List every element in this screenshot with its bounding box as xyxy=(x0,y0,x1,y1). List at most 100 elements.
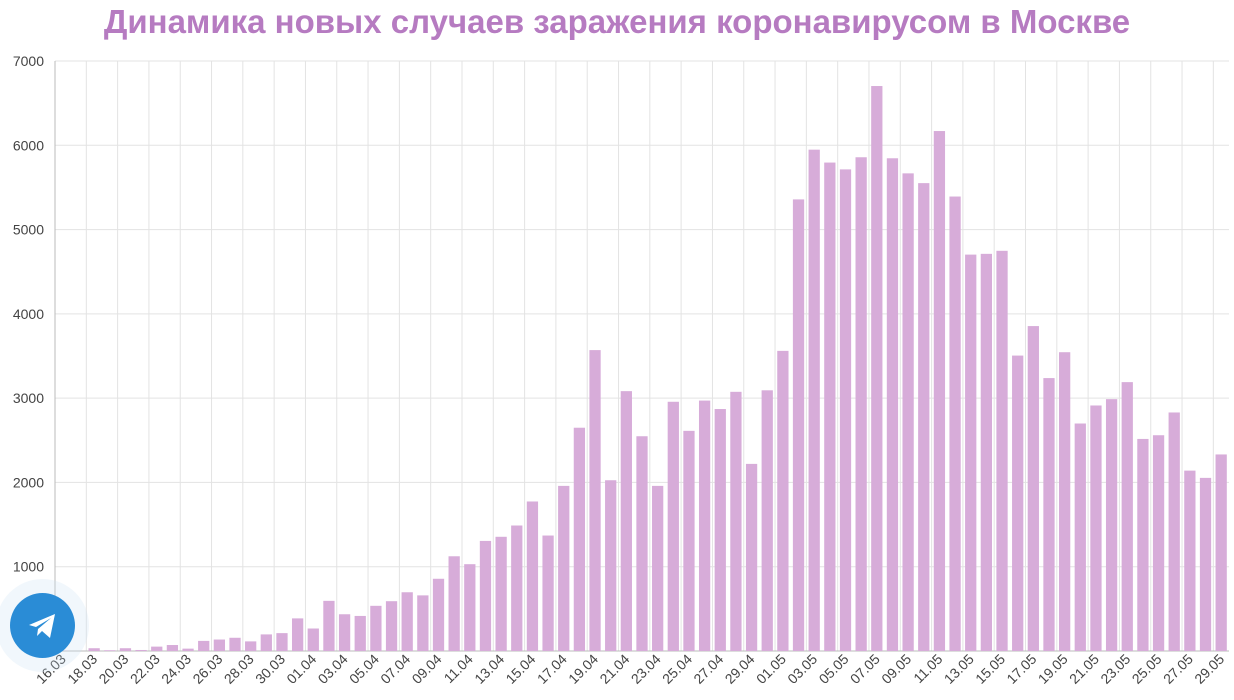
bar-01.05[interactable] xyxy=(777,350,789,651)
bar-24.03[interactable] xyxy=(182,648,194,651)
bar-22.04[interactable] xyxy=(636,436,648,651)
bar-11.05[interactable] xyxy=(933,131,946,651)
bar-26.03[interactable] xyxy=(213,639,225,651)
bar-25.03[interactable] xyxy=(198,640,210,651)
y-tick-label: 3000 xyxy=(13,390,44,406)
bar-25.04[interactable] xyxy=(683,430,695,651)
bar-13.04[interactable] xyxy=(495,536,507,651)
bar-01.04[interactable] xyxy=(307,628,319,651)
x-tick-label: 11.05 xyxy=(910,651,946,687)
bar-03.04[interactable] xyxy=(338,614,351,651)
bar-09.04[interactable] xyxy=(432,578,445,651)
bar-02.05[interactable] xyxy=(792,199,805,651)
bar-06.05[interactable] xyxy=(855,157,867,652)
bar-24.05[interactable] xyxy=(1137,438,1149,651)
bar-23.04[interactable] xyxy=(652,485,664,651)
bar-24.04[interactable] xyxy=(667,401,679,651)
bar-27.05[interactable] xyxy=(1184,470,1196,651)
x-tick-label: 09.04 xyxy=(409,651,445,687)
bar-08.05[interactable] xyxy=(886,158,899,651)
x-tick-label: 03.04 xyxy=(315,651,351,687)
x-tick-label: 21.05 xyxy=(1066,651,1102,687)
bar-15.04[interactable] xyxy=(526,501,539,651)
bar-03.05[interactable] xyxy=(808,149,820,651)
bar-22.05[interactable] xyxy=(1105,399,1118,651)
bar-19.03[interactable] xyxy=(104,650,116,651)
bar-30.03[interactable] xyxy=(276,633,288,651)
x-tick-label: 27.05 xyxy=(1160,651,1196,687)
bar-21.04[interactable] xyxy=(620,391,632,651)
bars xyxy=(57,86,1227,652)
bar-16.04[interactable] xyxy=(542,535,554,651)
bar-28.03[interactable] xyxy=(245,641,257,651)
x-tick-label: 24.03 xyxy=(158,651,194,687)
bar-07.04[interactable] xyxy=(401,592,413,651)
bar-18.04[interactable] xyxy=(573,427,586,651)
bar-15.05[interactable] xyxy=(996,250,1008,651)
bar-26.04[interactable] xyxy=(698,400,711,651)
bar-28.05[interactable] xyxy=(1199,477,1212,651)
bar-10.05[interactable] xyxy=(918,183,930,651)
x-tick-label: 03.05 xyxy=(784,651,820,687)
bar-19.04[interactable] xyxy=(589,350,601,651)
bar-12.05[interactable] xyxy=(949,196,961,651)
x-tick-label: 22.03 xyxy=(127,651,163,687)
x-tick-label: 01.05 xyxy=(753,651,789,687)
bar-20.03[interactable] xyxy=(119,648,132,651)
x-tick-label: 05.04 xyxy=(346,651,382,687)
chart-title: Динамика новых случаев заражения коронав… xyxy=(103,3,1131,40)
bar-06.04[interactable] xyxy=(385,601,398,651)
bar-23.03[interactable] xyxy=(166,645,179,651)
bar-13.05[interactable] xyxy=(965,254,977,651)
bar-27.04[interactable] xyxy=(714,409,726,651)
bar-05.05[interactable] xyxy=(839,169,852,652)
bar-10.04[interactable] xyxy=(448,556,460,651)
bar-29.05[interactable] xyxy=(1215,454,1227,651)
bar-04.04[interactable] xyxy=(354,615,366,651)
bar-30.04[interactable] xyxy=(761,390,773,651)
bar-17.04[interactable] xyxy=(558,485,570,651)
x-tick-label: 07.05 xyxy=(847,651,883,687)
x-tick-label: 09.05 xyxy=(878,651,914,687)
bar-04.05[interactable] xyxy=(824,162,836,652)
x-tick-label: 01.04 xyxy=(283,651,319,687)
x-axis-tick-labels: 16.0318.0320.0322.0324.0326.0328.0330.03… xyxy=(33,651,1228,687)
bar-17.05[interactable] xyxy=(1027,326,1039,651)
bar-07.05[interactable] xyxy=(871,86,883,652)
bar-12.04[interactable] xyxy=(479,540,492,651)
bar-16.05[interactable] xyxy=(1012,355,1024,651)
x-tick-label: 26.03 xyxy=(189,651,225,687)
bar-23.05[interactable] xyxy=(1121,382,1133,651)
x-tick-label: 25.05 xyxy=(1129,651,1165,687)
bar-20.04[interactable] xyxy=(605,480,617,651)
y-tick-label: 5000 xyxy=(13,222,44,238)
bar-25.05[interactable] xyxy=(1152,435,1165,651)
bar-21.03[interactable] xyxy=(135,649,147,651)
bar-28.04[interactable] xyxy=(730,391,742,651)
bar-08.04[interactable] xyxy=(417,595,429,651)
bar-05.04[interactable] xyxy=(370,605,382,651)
bar-02.04[interactable] xyxy=(323,600,335,651)
bar-18.03[interactable] xyxy=(88,648,100,651)
bar-09.05[interactable] xyxy=(902,173,914,652)
telegram-share-button[interactable] xyxy=(10,593,75,658)
bar-11.04[interactable] xyxy=(464,564,476,651)
x-tick-label: 13.04 xyxy=(471,651,507,687)
bar-14.05[interactable] xyxy=(980,253,993,652)
bar-26.05[interactable] xyxy=(1168,412,1180,651)
x-tick-label: 13.05 xyxy=(941,651,977,687)
bar-22.03[interactable] xyxy=(151,646,163,651)
x-tick-label: 27.04 xyxy=(690,651,726,687)
bar-29.04[interactable] xyxy=(745,463,758,651)
bar-20.05[interactable] xyxy=(1074,423,1086,651)
y-tick-label: 2000 xyxy=(13,474,44,490)
bar-29.03[interactable] xyxy=(260,634,272,651)
bar-14.04[interactable] xyxy=(511,525,523,651)
bar-21.05[interactable] xyxy=(1090,405,1102,651)
bar-19.05[interactable] xyxy=(1059,352,1071,651)
bar-18.05[interactable] xyxy=(1043,378,1055,651)
bar-31.03[interactable] xyxy=(291,618,304,651)
bar-27.03[interactable] xyxy=(229,637,241,651)
x-tick-label: 25.04 xyxy=(659,651,695,687)
